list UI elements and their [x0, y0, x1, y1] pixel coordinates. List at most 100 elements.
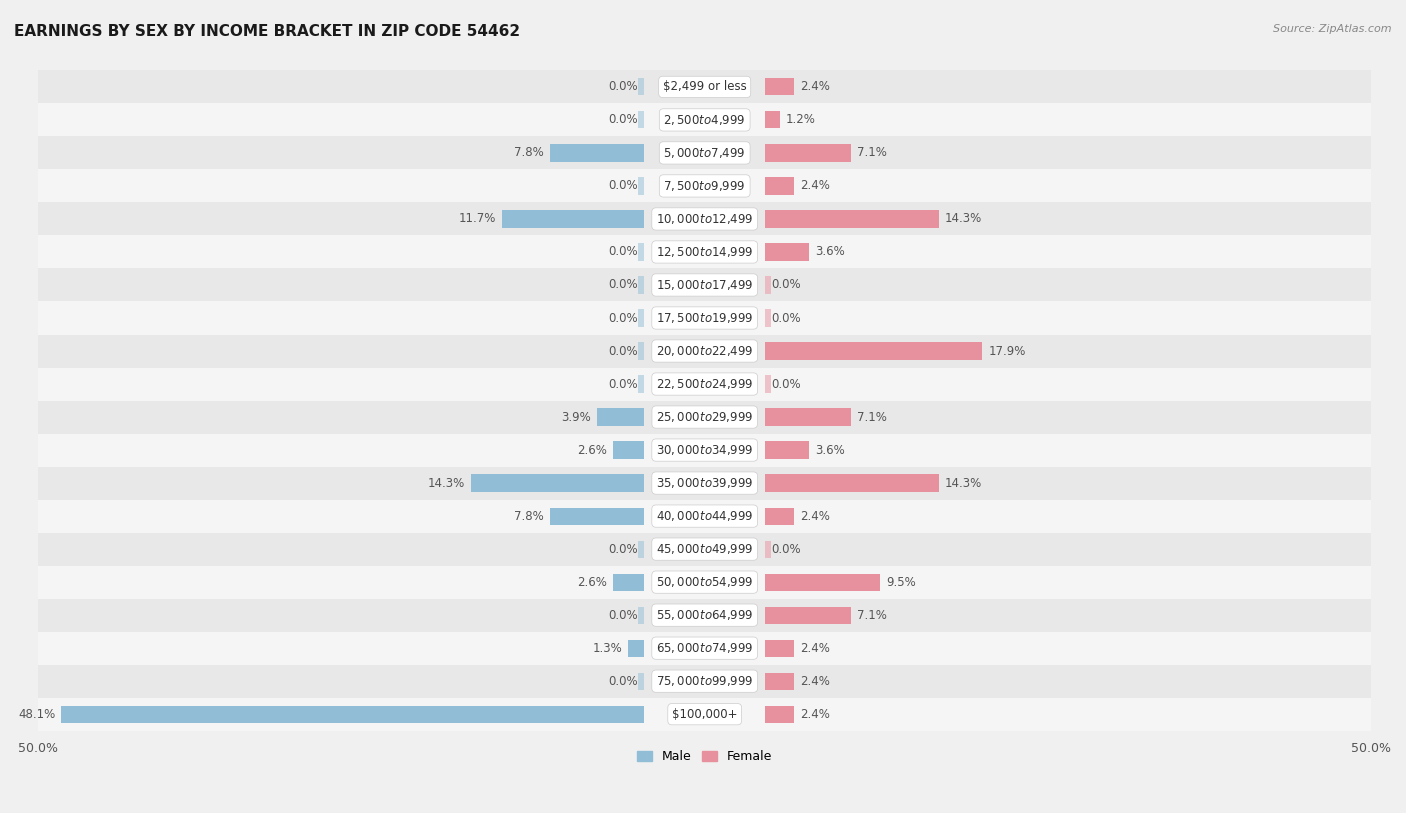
- Text: 0.0%: 0.0%: [609, 113, 638, 126]
- Bar: [38, 598, 1371, 632]
- Text: 14.3%: 14.3%: [945, 212, 981, 225]
- Bar: [38, 236, 1371, 268]
- Bar: [62, 706, 644, 723]
- Bar: [765, 441, 808, 459]
- Bar: [638, 342, 644, 359]
- Bar: [38, 169, 1371, 202]
- Bar: [765, 145, 851, 162]
- Text: 0.0%: 0.0%: [772, 279, 801, 292]
- Bar: [765, 672, 794, 689]
- Text: $2,499 or less: $2,499 or less: [662, 80, 747, 93]
- Bar: [765, 177, 794, 194]
- Text: $100,000+: $100,000+: [672, 707, 737, 720]
- Bar: [638, 376, 644, 393]
- Bar: [613, 441, 644, 459]
- Bar: [765, 310, 772, 327]
- Text: $75,000 to $99,999: $75,000 to $99,999: [657, 674, 754, 688]
- Bar: [638, 243, 644, 260]
- Bar: [638, 310, 644, 327]
- Text: $25,000 to $29,999: $25,000 to $29,999: [657, 410, 754, 424]
- Text: 7.1%: 7.1%: [858, 411, 887, 424]
- Text: 2.6%: 2.6%: [576, 576, 606, 589]
- Bar: [765, 408, 851, 426]
- Bar: [628, 640, 644, 657]
- Bar: [38, 499, 1371, 533]
- Bar: [38, 566, 1371, 598]
- Text: 1.3%: 1.3%: [592, 641, 623, 654]
- Text: 9.5%: 9.5%: [886, 576, 917, 589]
- Text: 0.0%: 0.0%: [772, 311, 801, 324]
- Bar: [38, 533, 1371, 566]
- Bar: [38, 302, 1371, 334]
- Bar: [765, 376, 772, 393]
- Text: 1.2%: 1.2%: [786, 113, 815, 126]
- Bar: [598, 408, 644, 426]
- Bar: [38, 367, 1371, 401]
- Bar: [765, 606, 851, 624]
- Bar: [638, 672, 644, 689]
- Bar: [471, 475, 644, 492]
- Text: $20,000 to $22,499: $20,000 to $22,499: [657, 344, 754, 358]
- Text: 2.4%: 2.4%: [800, 675, 831, 688]
- Text: 0.0%: 0.0%: [609, 609, 638, 622]
- Bar: [765, 640, 794, 657]
- Bar: [38, 103, 1371, 137]
- Text: $35,000 to $39,999: $35,000 to $39,999: [657, 476, 754, 490]
- Text: $45,000 to $49,999: $45,000 to $49,999: [657, 542, 754, 556]
- Text: 0.0%: 0.0%: [609, 180, 638, 193]
- Bar: [38, 401, 1371, 433]
- Text: 2.6%: 2.6%: [576, 444, 606, 457]
- Bar: [765, 243, 808, 260]
- Text: 0.0%: 0.0%: [609, 542, 638, 555]
- Text: $30,000 to $34,999: $30,000 to $34,999: [657, 443, 754, 457]
- Text: 3.9%: 3.9%: [561, 411, 591, 424]
- Text: $5,000 to $7,499: $5,000 to $7,499: [664, 146, 747, 160]
- Text: 0.0%: 0.0%: [609, 80, 638, 93]
- Text: 14.3%: 14.3%: [427, 476, 465, 489]
- Text: 0.0%: 0.0%: [609, 246, 638, 259]
- Bar: [638, 177, 644, 194]
- Bar: [638, 78, 644, 95]
- Text: Source: ZipAtlas.com: Source: ZipAtlas.com: [1274, 24, 1392, 34]
- Text: 14.3%: 14.3%: [945, 476, 981, 489]
- Bar: [765, 78, 794, 95]
- Bar: [38, 202, 1371, 236]
- Bar: [638, 276, 644, 293]
- Text: 17.9%: 17.9%: [988, 345, 1025, 358]
- Bar: [38, 698, 1371, 731]
- Bar: [38, 137, 1371, 169]
- Text: 7.1%: 7.1%: [858, 609, 887, 622]
- Text: 3.6%: 3.6%: [815, 246, 845, 259]
- Bar: [765, 541, 772, 558]
- Bar: [38, 433, 1371, 467]
- Text: $22,500 to $24,999: $22,500 to $24,999: [657, 377, 754, 391]
- Text: $17,500 to $19,999: $17,500 to $19,999: [657, 311, 754, 325]
- Text: 2.4%: 2.4%: [800, 80, 831, 93]
- Text: $10,000 to $12,499: $10,000 to $12,499: [657, 212, 754, 226]
- Text: 2.4%: 2.4%: [800, 641, 831, 654]
- Text: $12,500 to $14,999: $12,500 to $14,999: [657, 245, 754, 259]
- Bar: [638, 606, 644, 624]
- Text: 0.0%: 0.0%: [609, 279, 638, 292]
- Text: 11.7%: 11.7%: [458, 212, 496, 225]
- Bar: [550, 145, 644, 162]
- Bar: [638, 541, 644, 558]
- Bar: [765, 573, 880, 591]
- Text: 2.4%: 2.4%: [800, 180, 831, 193]
- Bar: [38, 665, 1371, 698]
- Text: $7,500 to $9,999: $7,500 to $9,999: [664, 179, 747, 193]
- Text: 2.4%: 2.4%: [800, 510, 831, 523]
- Text: $50,000 to $54,999: $50,000 to $54,999: [657, 575, 754, 589]
- Bar: [38, 334, 1371, 367]
- Bar: [765, 507, 794, 524]
- Text: $55,000 to $64,999: $55,000 to $64,999: [657, 608, 754, 622]
- Text: 2.4%: 2.4%: [800, 707, 831, 720]
- Text: 7.8%: 7.8%: [513, 146, 544, 159]
- Text: 0.0%: 0.0%: [609, 377, 638, 390]
- Bar: [765, 706, 794, 723]
- Text: EARNINGS BY SEX BY INCOME BRACKET IN ZIP CODE 54462: EARNINGS BY SEX BY INCOME BRACKET IN ZIP…: [14, 24, 520, 39]
- Legend: Male, Female: Male, Female: [633, 745, 778, 768]
- Bar: [38, 467, 1371, 499]
- Text: 0.0%: 0.0%: [772, 377, 801, 390]
- Bar: [765, 342, 983, 359]
